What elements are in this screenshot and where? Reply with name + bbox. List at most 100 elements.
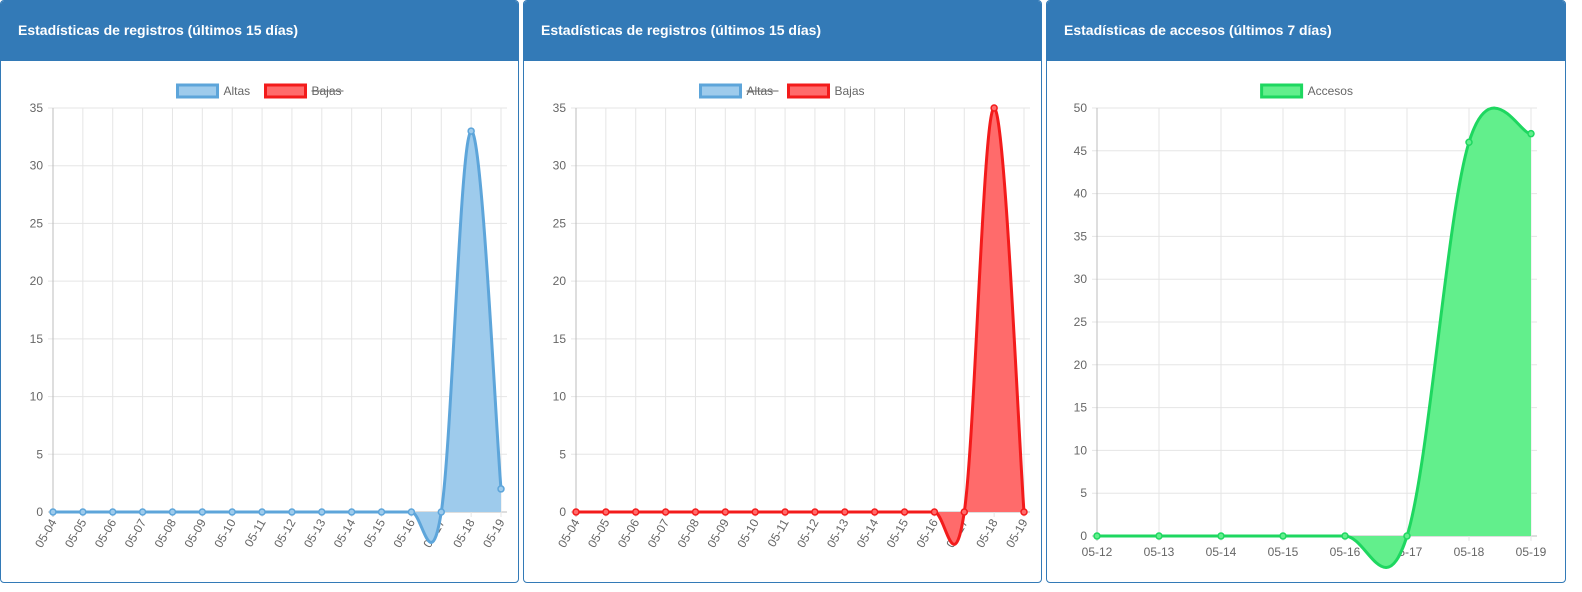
x-tick-label: 05-04 bbox=[32, 516, 60, 550]
y-tick-label: 45 bbox=[1074, 144, 1088, 158]
chart-container: 0 5 10 15 20 25 30 35 40 45 50 05-12 05-13 05-14 05-15… bbox=[1047, 61, 1565, 582]
data-point bbox=[377, 508, 386, 516]
x-tick-label: 05-12 bbox=[1082, 545, 1113, 559]
legend-item-altas[interactable]: Altas bbox=[699, 83, 779, 99]
x-tick-label: 05-16 bbox=[1330, 545, 1361, 559]
grid bbox=[48, 107, 507, 517]
series-area-bajas bbox=[576, 108, 1024, 545]
y-tick-label: 20 bbox=[30, 274, 44, 288]
data-point bbox=[900, 508, 909, 516]
data-point bbox=[602, 508, 610, 516]
series-line-altas bbox=[52, 129, 503, 544]
data-point bbox=[437, 508, 446, 516]
data-point bbox=[1020, 508, 1028, 516]
x-tick-label: 05-19 bbox=[480, 516, 508, 550]
data-point bbox=[721, 508, 730, 516]
x-tick-label: 05-06 bbox=[615, 516, 643, 550]
x-tick-label: 05-07 bbox=[645, 516, 673, 550]
y-tick-label: 0 bbox=[1080, 529, 1087, 543]
panel-title: Estadísticas de registros (últimos 15 dí… bbox=[524, 1, 1041, 61]
y-tick-label: 25 bbox=[1074, 315, 1088, 329]
x-tick-label: 05-15 bbox=[1268, 545, 1299, 559]
x-tick-label: 05-19 bbox=[1003, 516, 1031, 550]
x-tick-label: 05-11 bbox=[765, 516, 792, 549]
y-tick-label: 0 bbox=[559, 505, 566, 519]
data-point bbox=[572, 508, 580, 516]
legend-swatch bbox=[699, 83, 742, 99]
x-tick-label: 05-12 bbox=[271, 516, 299, 550]
legend-swatch bbox=[1260, 83, 1304, 99]
x-tick-label: 05-13 bbox=[1144, 545, 1175, 559]
y-tick-label: 10 bbox=[30, 390, 44, 404]
x-tick-label: 05-14 bbox=[854, 516, 882, 550]
y-tick-label: 25 bbox=[553, 216, 567, 230]
x-tick-label: 05-05 bbox=[585, 516, 613, 550]
y-tick-label: 20 bbox=[553, 274, 567, 288]
y-tick-label: 15 bbox=[30, 332, 44, 346]
x-tick-label: 05-08 bbox=[675, 516, 703, 550]
data-point bbox=[288, 508, 296, 516]
legend-item-altas[interactable]: Altas bbox=[176, 83, 251, 99]
x-tick-label: 05-19 bbox=[1516, 545, 1547, 559]
y-tick-label: 15 bbox=[553, 332, 567, 346]
x-tick-label: 05-14 bbox=[1206, 545, 1237, 559]
data-point bbox=[1093, 532, 1101, 540]
grid bbox=[571, 107, 1030, 517]
x-tick-label: 05-13 bbox=[301, 516, 329, 550]
data-point bbox=[841, 508, 849, 516]
x-tick-label: 05-06 bbox=[92, 516, 120, 550]
data-point bbox=[1527, 129, 1535, 138]
data-point bbox=[138, 508, 147, 516]
panel-accesos: Estadísticas de accesos (últimos 7 días)… bbox=[1046, 0, 1566, 583]
x-tick-label: 05-18 bbox=[450, 516, 478, 550]
data-point bbox=[1279, 532, 1287, 540]
data-point bbox=[631, 508, 640, 516]
x-tick-label: 05-09 bbox=[704, 516, 732, 550]
legend-item-bajas[interactable]: Bajas bbox=[787, 83, 865, 99]
data-point bbox=[407, 508, 416, 516]
x-tick-label: 05-15 bbox=[361, 516, 389, 550]
y-tick-label: 15 bbox=[1074, 401, 1088, 415]
data-point bbox=[870, 508, 879, 516]
data-point bbox=[1341, 532, 1349, 540]
x-tick-label: 05-18 bbox=[1454, 545, 1485, 559]
y-tick-label: 50 bbox=[1074, 101, 1088, 115]
data-point bbox=[751, 508, 759, 516]
data-point bbox=[198, 508, 207, 516]
chart-container: 0 5 10 15 20 25 30 35 05-04 05-05 05-06 05-07 05-08 0… bbox=[1, 61, 518, 582]
panel-title: Estadísticas de registros (últimos 15 dí… bbox=[1, 1, 518, 61]
legend-label: Altas bbox=[224, 84, 251, 98]
series-area-accesos bbox=[1097, 108, 1531, 568]
data-point bbox=[258, 508, 266, 516]
x-tick-label: 05-16 bbox=[914, 516, 942, 550]
panel-registros-bajas: Estadísticas de registros (últimos 15 dí… bbox=[523, 0, 1042, 583]
y-tick-label: 10 bbox=[553, 390, 567, 404]
y-tick-label: 10 bbox=[1074, 443, 1088, 457]
y-tick-label: 25 bbox=[30, 216, 44, 230]
data-point bbox=[228, 508, 236, 516]
data-point bbox=[497, 485, 505, 493]
x-tick-label: 05-05 bbox=[62, 516, 90, 550]
data-point bbox=[49, 508, 57, 516]
x-tick-label: 05-13 bbox=[824, 516, 852, 550]
x-tick-label: 05-10 bbox=[734, 516, 762, 550]
x-tick-label: 05-11 bbox=[242, 516, 269, 549]
y-tick-label: 5 bbox=[559, 447, 566, 461]
accesos-chart: 0 5 10 15 20 25 30 35 40 45 50 05-12 05-13 05-14 05-15… bbox=[1074, 83, 1547, 569]
data-point bbox=[930, 508, 939, 516]
data-point bbox=[661, 508, 670, 516]
x-tick-label: 05-04 bbox=[555, 516, 583, 550]
x-tick-label: 05-09 bbox=[181, 516, 209, 550]
data-point bbox=[467, 127, 475, 135]
legend-label: Accesos bbox=[1308, 84, 1353, 98]
y-tick-label: 35 bbox=[30, 101, 44, 115]
chart-container: 0 5 10 15 20 25 30 35 05-04 05-05 05-06 05-07 05-08 0… bbox=[524, 61, 1041, 582]
x-tick-label: 05-16 bbox=[391, 516, 419, 550]
data-point bbox=[1465, 138, 1473, 146]
y-tick-label: 30 bbox=[1074, 272, 1088, 286]
legend-item-accesos[interactable]: Accesos bbox=[1260, 83, 1353, 99]
legend-item-bajas[interactable]: Bajas bbox=[264, 83, 344, 99]
y-tick-label: 5 bbox=[36, 447, 43, 461]
panel-registros-altas: Estadísticas de registros (últimos 15 dí… bbox=[0, 0, 519, 583]
data-point bbox=[168, 508, 177, 516]
